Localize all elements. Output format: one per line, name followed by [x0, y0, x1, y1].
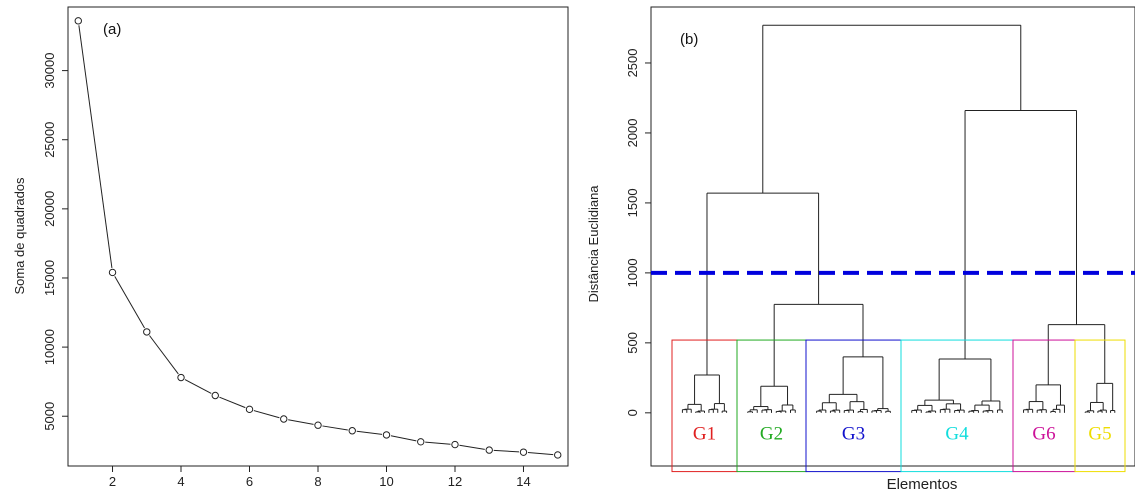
group-label: G2 [760, 423, 783, 444]
x-tick-label: 2 [109, 474, 116, 489]
plot-frame [650, 6, 1135, 467]
data-point [451, 440, 459, 449]
line-segment [425, 441, 451, 445]
y-tick-label: 30000 [42, 53, 57, 89]
group-label: G3 [842, 423, 865, 444]
x-tick-label: 6 [246, 474, 253, 489]
line-segment [356, 430, 383, 435]
line-segment [493, 449, 520, 453]
plot-frame [67, 6, 569, 467]
group-label: G4 [945, 423, 969, 444]
data-point [74, 17, 82, 25]
y-axis-label: Distância Euclidiana [586, 185, 601, 303]
line-segment [219, 396, 246, 409]
group-box [671, 339, 738, 473]
line-segment [288, 419, 314, 425]
data-point [382, 431, 391, 439]
y-axis: 5000 10000 15000 20000 25000 30000 [42, 53, 68, 431]
y-tick-label: 15000 [42, 260, 57, 296]
line-segment [253, 410, 280, 419]
line-segment [322, 425, 348, 431]
group-label: G6 [1032, 423, 1055, 444]
y-tick-label: 5000 [42, 402, 57, 431]
line-segment [184, 379, 212, 394]
line-segment [527, 452, 554, 456]
group-box [736, 339, 807, 473]
group-box [1012, 339, 1076, 473]
data-point [417, 438, 425, 446]
data-point [108, 268, 117, 277]
panel-label: (b) [680, 31, 698, 48]
x-tick-label: 14 [516, 474, 530, 489]
data-point [245, 405, 254, 414]
y-tick-label: 1500 [625, 188, 640, 217]
dendrogram-tree [681, 24, 1116, 413]
group-box [805, 339, 902, 473]
x-tick-label: 10 [379, 474, 393, 489]
x-axis: 2 4 6 8 10 12 14 [109, 466, 531, 489]
line-segment [390, 435, 417, 442]
data-point [143, 328, 151, 336]
y-tick-label: 10000 [42, 329, 57, 365]
line-segment [149, 335, 179, 375]
data-point [348, 427, 356, 435]
group-label: G5 [1088, 423, 1111, 444]
y-tick-label: 2500 [625, 49, 640, 78]
y-tick-label: 25000 [42, 122, 57, 158]
data-point [280, 415, 288, 423]
x-axis-label: Elementos [887, 476, 958, 493]
group-box [1074, 339, 1126, 473]
line-segment [78, 25, 113, 269]
y-tick-label: 1000 [625, 258, 640, 287]
data-point [519, 448, 528, 456]
y-tick-label: 20000 [42, 191, 57, 227]
y-axis-label: Soma de quadrados [12, 177, 27, 295]
data-point [211, 391, 219, 400]
data-point [554, 451, 562, 459]
line-segment [114, 276, 145, 329]
data-point [177, 373, 185, 382]
data-point [314, 421, 322, 429]
panel-label: (a) [103, 21, 121, 38]
y-tick-label: 2000 [625, 118, 640, 147]
series [74, 17, 562, 459]
group-boxes: G1 G2 G3 G4 G6 G5 [671, 339, 1126, 473]
group-label: G1 [693, 423, 716, 444]
y-tick-label: 0 [625, 409, 640, 416]
line-segment [459, 444, 485, 450]
y-axis: 0 500 1000 1500 2000 2500 [625, 49, 651, 416]
y-tick-label: 500 [625, 332, 640, 354]
x-tick-label: 8 [314, 474, 321, 489]
x-tick-label: 12 [448, 474, 462, 489]
data-point [485, 446, 493, 454]
x-tick-label: 4 [177, 474, 184, 489]
elbow-chart: (a) Soma de quadrados 5000 10000 15000 2000… [12, 6, 569, 489]
dendrogram-chart: (b) Distância Euclidiana Elementos 0 500 1… [586, 6, 1135, 493]
